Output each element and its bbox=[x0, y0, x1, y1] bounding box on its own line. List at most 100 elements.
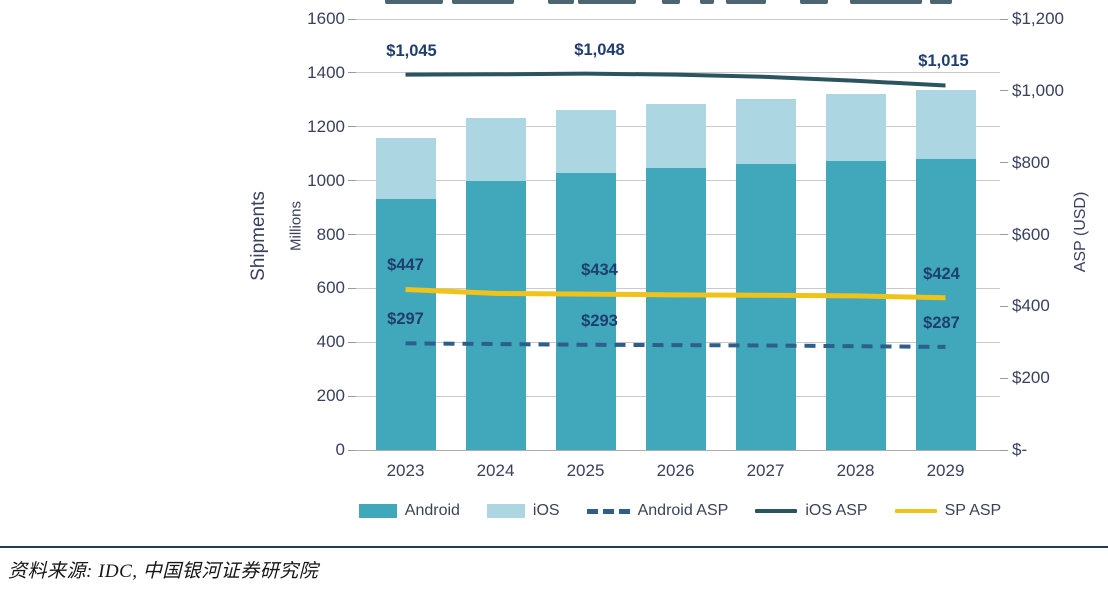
x-axis-category-label: 2028 bbox=[836, 461, 875, 480]
ios-bar bbox=[375, 137, 436, 200]
android-bar bbox=[645, 167, 706, 450]
left-axis-tick-label: 400 bbox=[316, 332, 345, 352]
cropped-text-fragment bbox=[700, 0, 714, 4]
left-axis-tick-label: 200 bbox=[316, 386, 345, 406]
cropped-text-fragment bbox=[662, 0, 680, 4]
ios-asp-line bbox=[405, 71, 946, 88]
right-axis-tick-label: $200 bbox=[1012, 368, 1050, 388]
left-axis-tick-label: 0 bbox=[335, 440, 345, 459]
ios-bar bbox=[735, 99, 796, 165]
x-axis-category-label: 2024 bbox=[476, 461, 515, 480]
data-label: $424 bbox=[923, 264, 960, 283]
legend-label: SP ASP bbox=[944, 502, 1002, 519]
x-axis-category-label: 2025 bbox=[566, 461, 605, 480]
cropped-text-fragment bbox=[930, 0, 952, 4]
gridline bbox=[356, 18, 1000, 20]
legend-item-android-asp: Android ASP bbox=[586, 502, 729, 520]
left-axis-tick-label: 1000 bbox=[307, 170, 345, 190]
right-axis-tickmark bbox=[1000, 90, 1008, 92]
legend-item-ios-asp: iOS ASP bbox=[755, 502, 868, 520]
right-axis-tickmark bbox=[1000, 377, 1008, 379]
legend-label: iOS bbox=[532, 502, 560, 519]
left-axis-tickmark bbox=[348, 234, 356, 235]
data-label: $1,045 bbox=[386, 41, 437, 60]
right-axis-tickmark bbox=[1000, 162, 1008, 164]
data-label: $1,015 bbox=[918, 52, 969, 71]
cropped-text-fragment bbox=[385, 0, 443, 4]
legend-item-ios: iOS bbox=[486, 502, 560, 520]
x-axis-category-label: 2029 bbox=[926, 461, 965, 480]
left-axis-tickmark bbox=[348, 395, 356, 397]
left-axis-tick-label: 1400 bbox=[307, 62, 345, 82]
data-label: $447 bbox=[387, 256, 424, 275]
cropped-text-fragment bbox=[578, 0, 636, 4]
cropped-text-fragment bbox=[850, 0, 922, 4]
left-axis-tick-label: 600 bbox=[316, 278, 345, 298]
gridline bbox=[356, 449, 1000, 451]
right-axis-tickmark bbox=[1000, 234, 1008, 235]
android-bar bbox=[735, 164, 796, 450]
plot-area: 1600 1400 1200 1000 800 600 400 200 0 $1,200 $1,00… bbox=[307, 9, 1064, 480]
left-axis-tick-label: 800 bbox=[316, 224, 345, 244]
android-bar bbox=[555, 173, 616, 450]
left-axis-tickmark bbox=[348, 449, 356, 451]
legend-label: Android ASP bbox=[637, 502, 729, 519]
cropped-title-remnant bbox=[0, 0, 1108, 6]
footer-divider bbox=[0, 546, 1108, 548]
right-axis-title: ASP (USD) bbox=[1072, 191, 1089, 273]
ios-bar bbox=[915, 89, 976, 159]
right-axis-tick-label: $- bbox=[1012, 440, 1028, 459]
right-axis-tick-label: $1,000 bbox=[1012, 80, 1064, 100]
legend-swatch-bar bbox=[358, 504, 397, 518]
legend-item-sp-asp: SP ASP bbox=[894, 502, 1002, 520]
data-label: $293 bbox=[581, 311, 618, 330]
left-axis-tickmark bbox=[348, 126, 356, 128]
data-label: $287 bbox=[923, 313, 960, 332]
cropped-text-fragment bbox=[548, 0, 574, 4]
cropped-text-fragment bbox=[452, 0, 514, 4]
x-axis-category-label: 2026 bbox=[656, 461, 695, 480]
legend-swatch-line bbox=[755, 509, 798, 513]
left-axis-tickmark bbox=[348, 180, 356, 182]
data-label: $1,048 bbox=[574, 40, 625, 59]
android-bar bbox=[375, 199, 436, 450]
right-axis-tickmark bbox=[1000, 305, 1008, 307]
legend: Android iOS Android ASP iOS ASP SP ASP bbox=[340, 502, 1020, 520]
x-axis-category-label: 2027 bbox=[746, 461, 785, 480]
data-label: $297 bbox=[387, 310, 424, 329]
source-note: 资料来源: IDC, 中国银河证券研究院 bbox=[8, 561, 319, 582]
left-axis-tickmark bbox=[348, 72, 356, 74]
left-axis-tick-label: 1600 bbox=[307, 9, 345, 28]
cropped-text-fragment bbox=[800, 0, 828, 4]
legend-swatch-line bbox=[894, 509, 937, 513]
legend-swatch-bar bbox=[486, 504, 525, 518]
legend-item-android: Android bbox=[358, 502, 460, 520]
android-bar bbox=[465, 180, 526, 450]
right-axis-tickmark bbox=[1000, 449, 1008, 451]
left-axis-tickmark bbox=[348, 287, 356, 289]
legend-label: Android bbox=[404, 502, 460, 519]
left-axis-units-label: Millions bbox=[287, 200, 305, 252]
android-bar bbox=[915, 158, 976, 450]
left-axis-title: Shipments bbox=[248, 191, 269, 281]
x-axis-category-label: 2023 bbox=[386, 461, 425, 480]
right-axis-tick-label: $400 bbox=[1012, 296, 1050, 316]
right-axis-tick-label: $800 bbox=[1012, 152, 1050, 172]
ios-bar bbox=[645, 103, 706, 168]
right-axis-tick-label: $600 bbox=[1012, 224, 1050, 244]
data-label: $434 bbox=[581, 261, 618, 280]
cropped-text-fragment bbox=[726, 0, 766, 4]
ios-bar bbox=[555, 109, 616, 174]
left-axis-tickmark bbox=[348, 18, 356, 20]
gridline bbox=[356, 72, 1000, 74]
ios-bar bbox=[825, 94, 886, 162]
left-axis-tick-label: 1200 bbox=[307, 116, 345, 136]
legend-label: iOS ASP bbox=[805, 502, 868, 519]
legend-swatch-dashed-line bbox=[586, 508, 630, 514]
right-axis-tick-label: $1,200 bbox=[1012, 9, 1064, 28]
right-axis-tickmark bbox=[1000, 18, 1008, 20]
ios-bar bbox=[465, 117, 526, 181]
left-axis-tickmark bbox=[348, 341, 356, 343]
android-bar bbox=[825, 161, 886, 450]
